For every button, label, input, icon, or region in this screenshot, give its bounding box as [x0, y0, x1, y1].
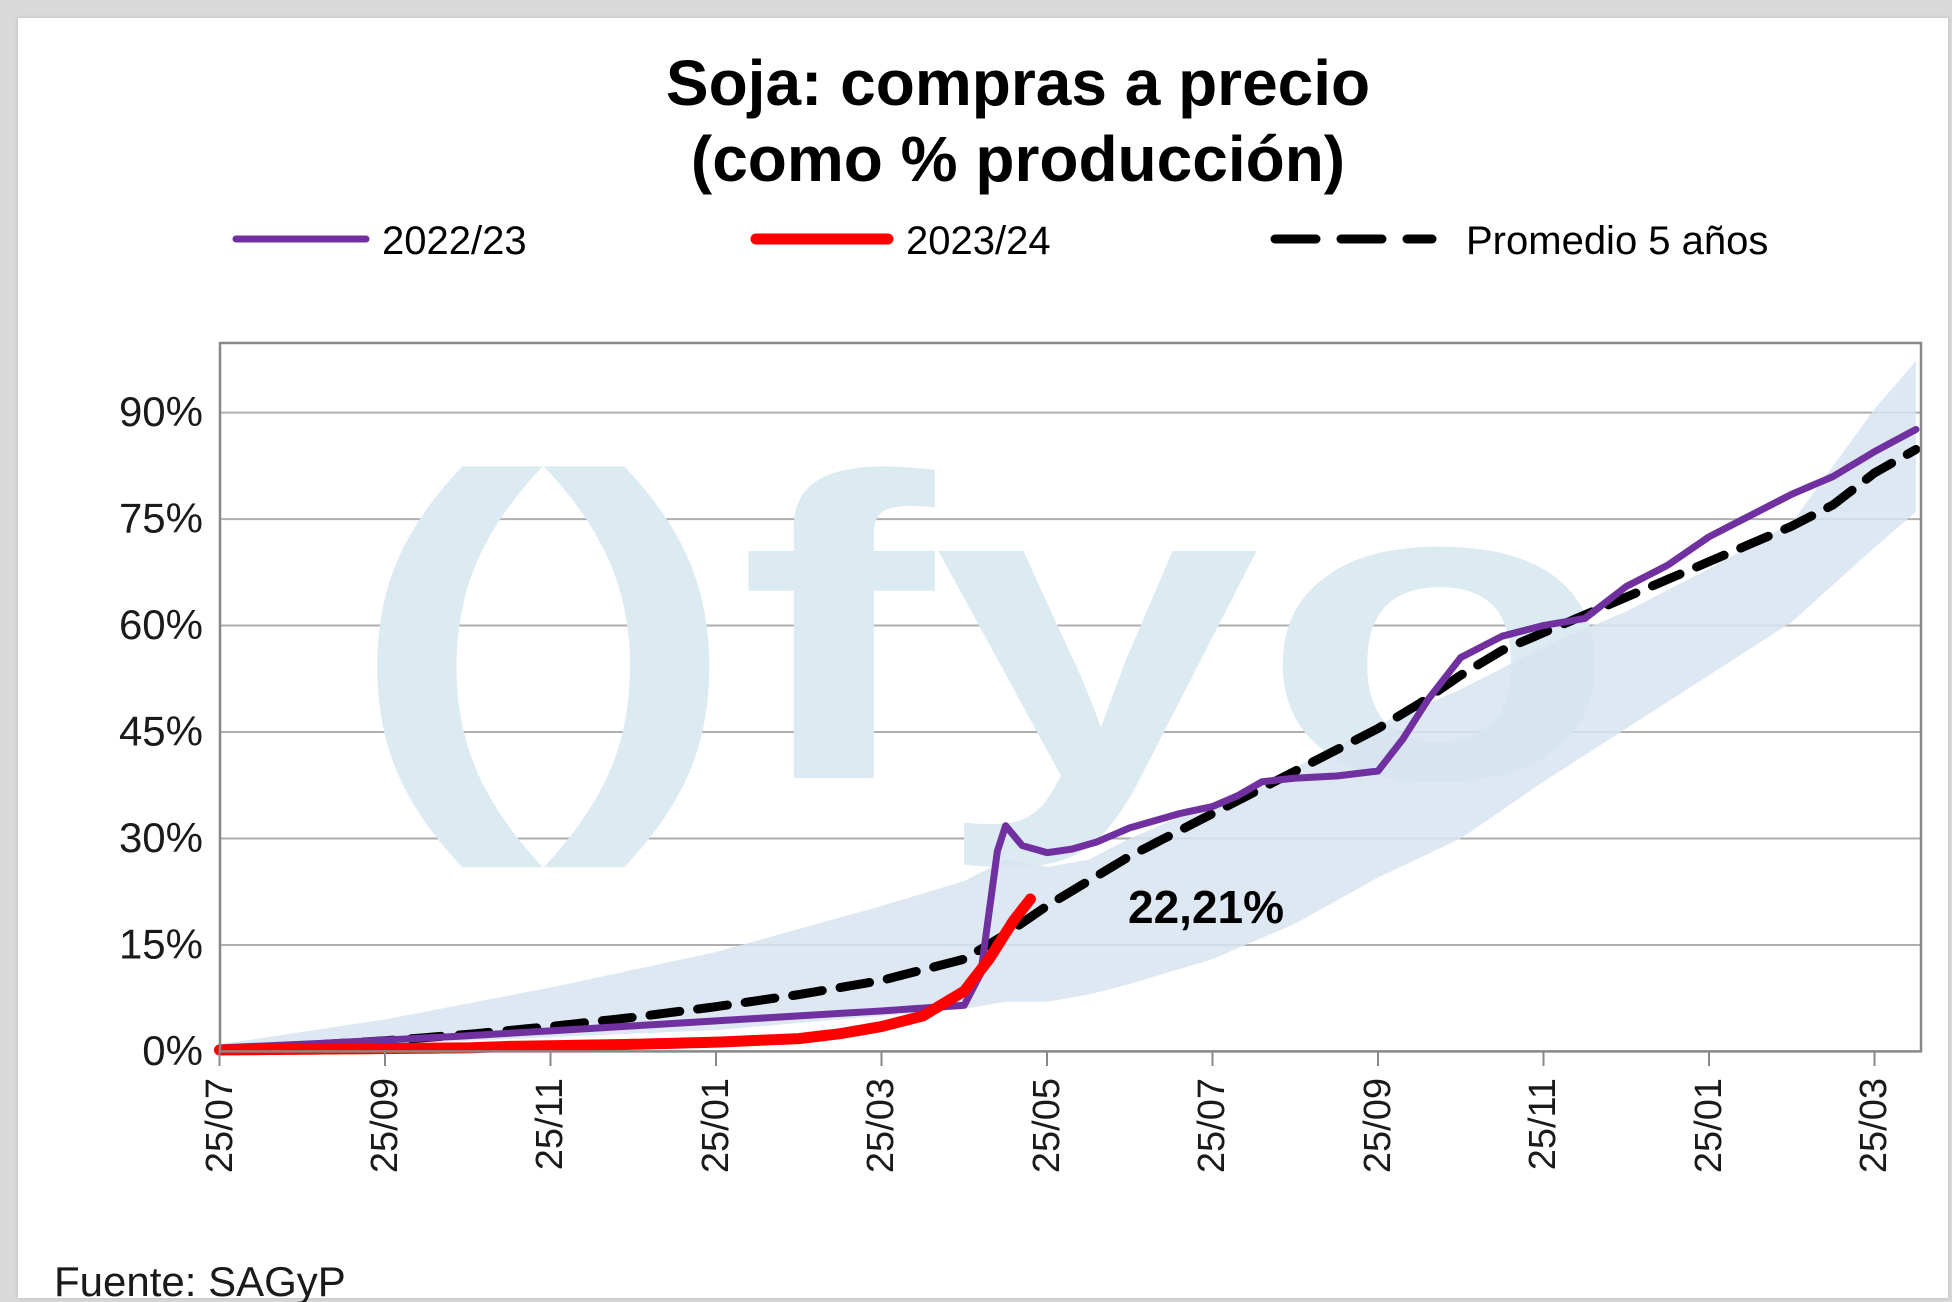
svg-text:30%: 30%: [119, 814, 203, 861]
svg-text:Promedio 5 años: Promedio 5 años: [1466, 219, 1768, 263]
svg-text:25/11: 25/11: [1522, 1078, 1564, 1170]
svg-text:90%: 90%: [119, 388, 203, 435]
svg-text:75%: 75%: [119, 495, 203, 542]
svg-text:2023/24: 2023/24: [906, 219, 1051, 263]
svg-text:15%: 15%: [119, 921, 203, 968]
svg-text:25/01: 25/01: [695, 1078, 737, 1173]
svg-text:0%: 0%: [142, 1027, 203, 1074]
svg-text:25/05: 25/05: [1026, 1078, 1068, 1173]
svg-text:25/07: 25/07: [1191, 1078, 1233, 1173]
svg-text:(como % producción): (como % producción): [691, 123, 1345, 195]
svg-text:25/01: 25/01: [1688, 1078, 1730, 1173]
svg-text:25/09: 25/09: [1357, 1078, 1399, 1173]
svg-text:60%: 60%: [119, 601, 203, 648]
svg-text:25/07: 25/07: [199, 1078, 241, 1173]
svg-text:25/03: 25/03: [1853, 1078, 1895, 1173]
svg-text:Fuente: SAGyP: Fuente: SAGyP: [54, 1258, 346, 1302]
svg-text:Soja: compras a precio: Soja: compras a precio: [666, 47, 1370, 119]
svg-text:25/03: 25/03: [860, 1078, 902, 1173]
svg-text:45%: 45%: [119, 708, 203, 755]
svg-text:25/09: 25/09: [364, 1078, 406, 1173]
svg-text:2022/23: 2022/23: [382, 219, 527, 263]
svg-text:25/11: 25/11: [529, 1078, 571, 1170]
svg-text:22,21%: 22,21%: [1128, 881, 1284, 933]
